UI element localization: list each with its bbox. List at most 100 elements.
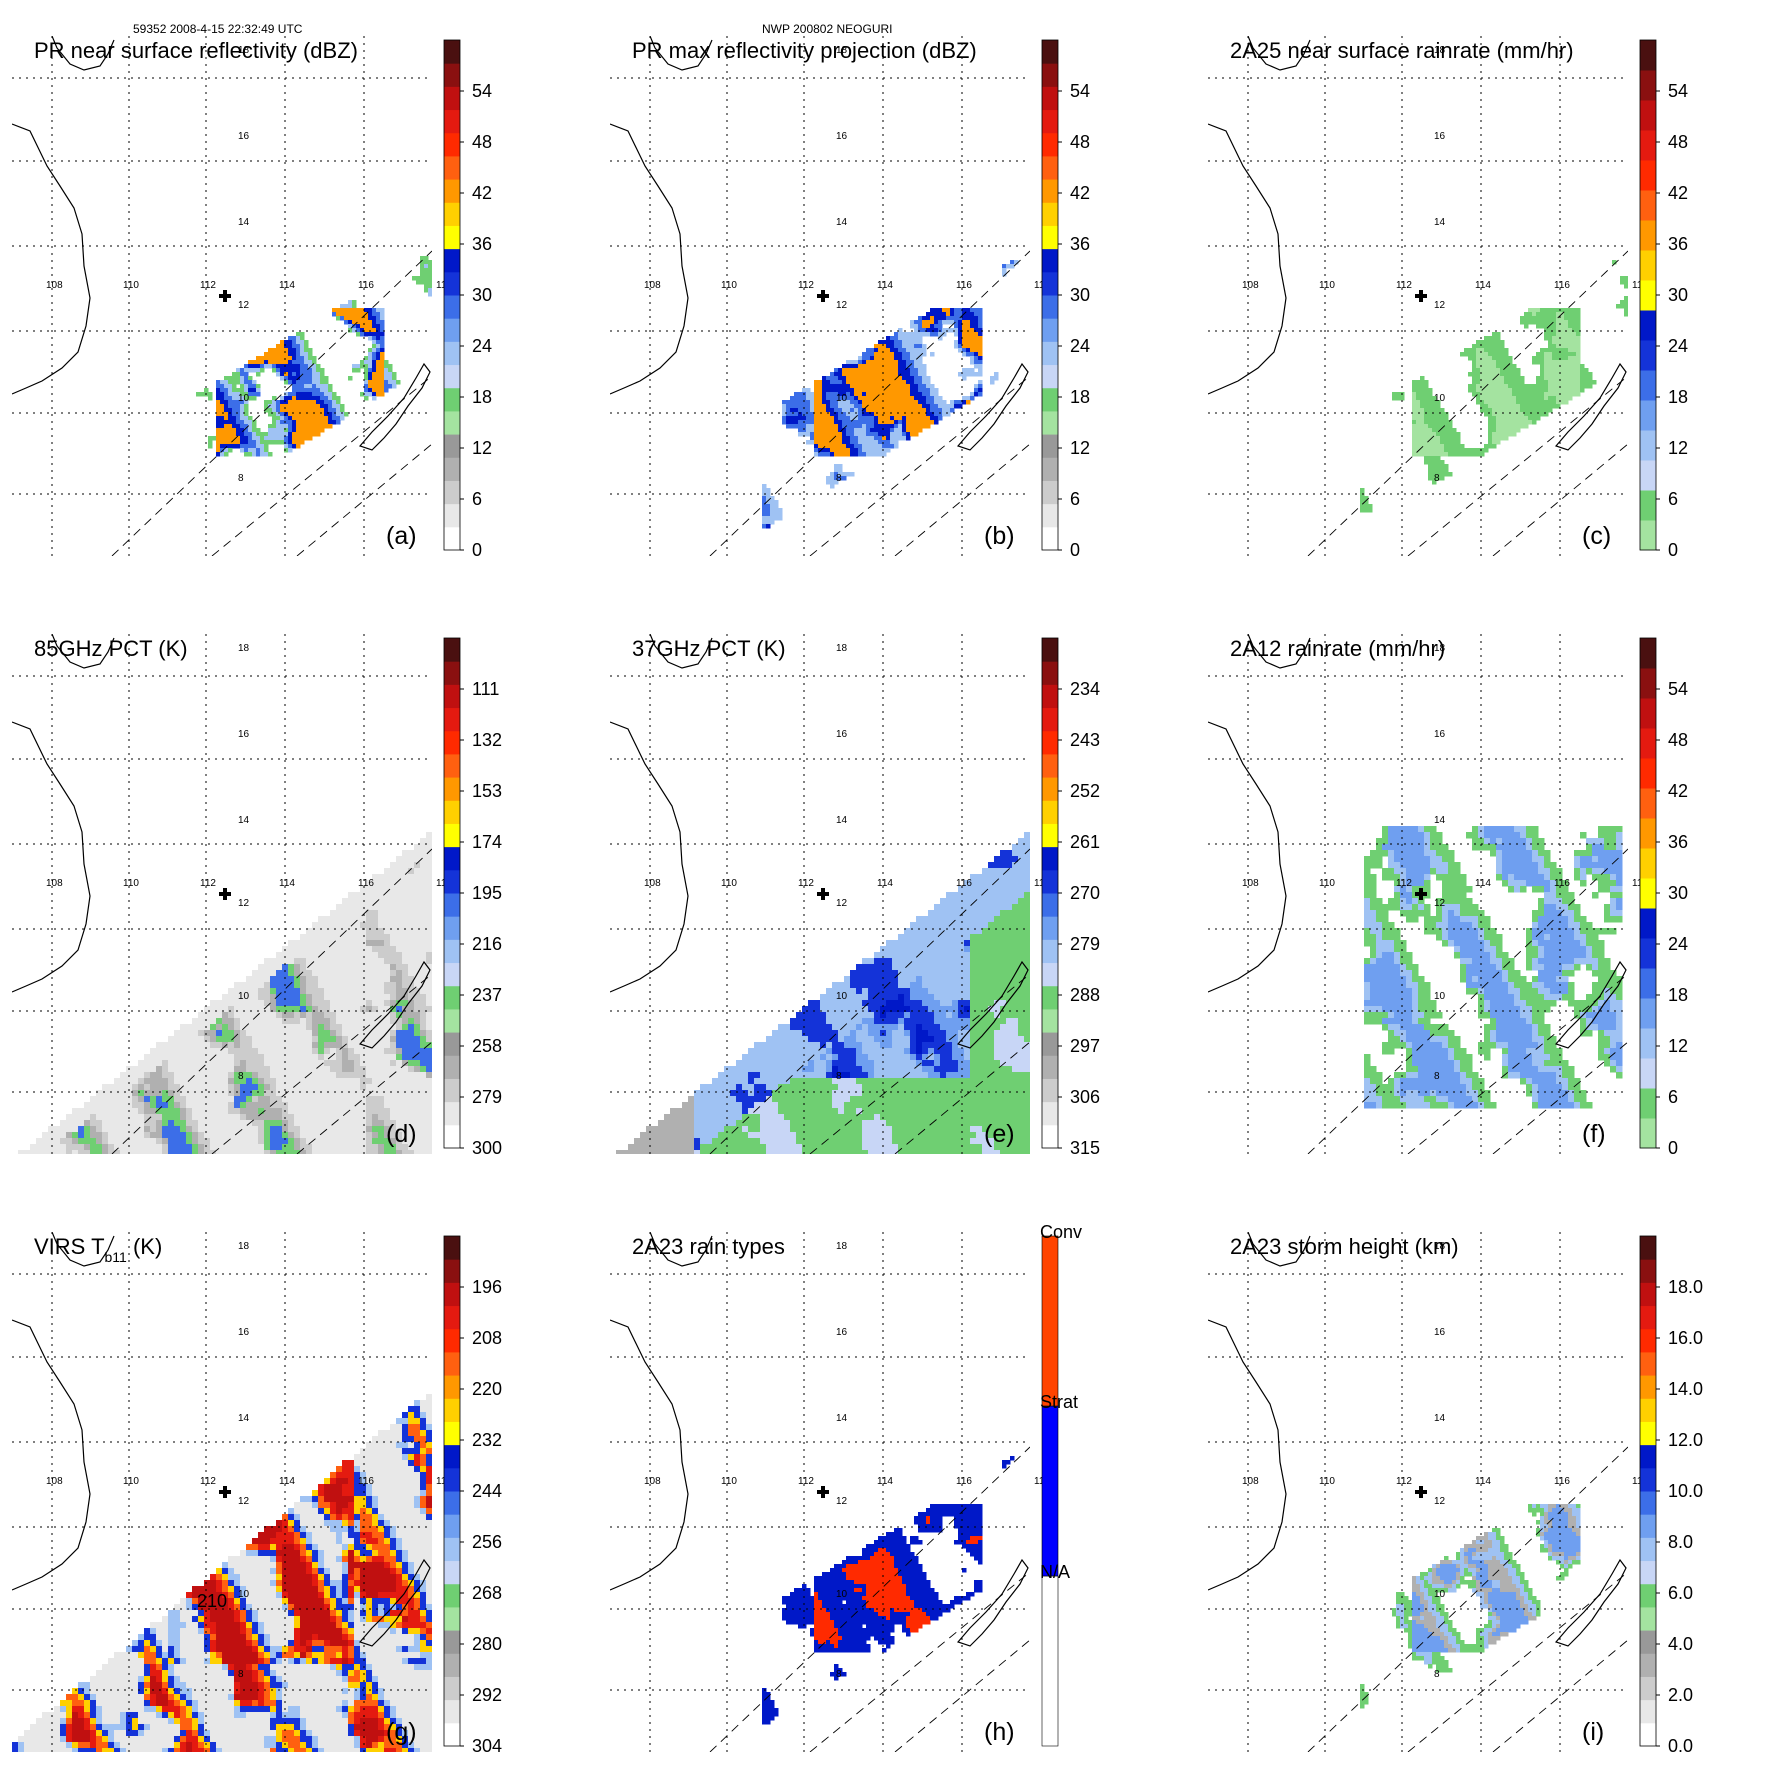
colorbar-tick-label: 18 bbox=[1070, 387, 1090, 407]
colorbar-tick-label: 54 bbox=[1668, 81, 1688, 101]
lat-tick-label: 12 bbox=[238, 898, 250, 909]
colorbar-segment bbox=[444, 155, 460, 180]
colorbar-segment bbox=[1640, 968, 1656, 999]
coastline-island bbox=[1554, 362, 1627, 451]
colorbar-tick-label: 30 bbox=[1668, 285, 1688, 305]
panel-title: 2A23 rain types bbox=[632, 1234, 785, 1259]
colorbar-segment bbox=[1640, 1058, 1656, 1089]
colorbar-segment bbox=[1640, 430, 1656, 461]
map-area bbox=[12, 1232, 432, 1752]
colorbar-segment bbox=[444, 1537, 460, 1562]
panel-title: PR near surface reflectivity (dBZ) bbox=[34, 38, 358, 63]
colorbar-segment bbox=[444, 1514, 460, 1538]
lon-tick-label: 112 bbox=[798, 1476, 814, 1487]
swath-line bbox=[809, 973, 1030, 1154]
colorbar-tick-label: 195 bbox=[472, 883, 502, 903]
coastline-north bbox=[649, 1232, 713, 1267]
colorbar-segment bbox=[1640, 1421, 1656, 1446]
colorbar-tick-label: 6 bbox=[1668, 1087, 1678, 1107]
colorbar-segment bbox=[1042, 893, 1058, 917]
lat-tick-label: 8 bbox=[238, 473, 244, 484]
swath-line bbox=[709, 848, 1030, 1154]
lat-tick-label: 14 bbox=[238, 1413, 250, 1424]
colorbar-tick-label: 279 bbox=[1070, 934, 1100, 954]
colorbar-segment bbox=[1042, 341, 1058, 366]
map-area bbox=[610, 1232, 1030, 1752]
colorbar-segment bbox=[1640, 1328, 1656, 1353]
colorbar-segment bbox=[1042, 480, 1058, 505]
lon-tick-label: 108 bbox=[1242, 878, 1259, 889]
storm-center-marker bbox=[817, 888, 829, 900]
colorbar-segment bbox=[444, 248, 460, 273]
colorbar-tick-label: 36 bbox=[1668, 832, 1688, 852]
colorbar-tick-label: 36 bbox=[472, 234, 492, 254]
colorbar-segment bbox=[1640, 1282, 1656, 1307]
colorbar-tick-label: 42 bbox=[1668, 183, 1688, 203]
coastline-island bbox=[358, 1558, 431, 1647]
colorbar-segment bbox=[1042, 753, 1058, 778]
colorbar-segment bbox=[1640, 1467, 1656, 1492]
lat-tick-label: 8 bbox=[1434, 1669, 1440, 1680]
lon-tick-label: 116 bbox=[358, 280, 374, 291]
lat-tick-label: 10 bbox=[836, 1589, 848, 1600]
colorbar-segment bbox=[1640, 1537, 1656, 1562]
lat-tick-label: 16 bbox=[836, 1327, 848, 1338]
colorbar-tick-label: 4.0 bbox=[1668, 1634, 1693, 1654]
lon-tick-label: 112 bbox=[200, 1476, 216, 1487]
colorbar-segment bbox=[1042, 869, 1058, 894]
lon-tick-label: 108 bbox=[644, 280, 661, 291]
colorbar-segment bbox=[444, 480, 460, 505]
colorbar-segment bbox=[1640, 1560, 1656, 1585]
colorbar-segment bbox=[444, 1583, 460, 1608]
colorbar-segment bbox=[1640, 250, 1656, 281]
colorbar-tick-label: 12 bbox=[1668, 438, 1688, 458]
lat-tick-label: 14 bbox=[1434, 1413, 1446, 1424]
colorbar-segment bbox=[1042, 318, 1058, 342]
orbit-header: 59352 2008-4-15 22:32:49 UTC bbox=[133, 22, 303, 36]
colorbar-segment bbox=[444, 1560, 460, 1585]
colorbar-segment bbox=[444, 939, 460, 964]
colorbar-segment bbox=[1640, 878, 1656, 909]
storm-header: NWP 200802 NEOGURI bbox=[762, 22, 893, 36]
lat-tick-label: 10 bbox=[836, 393, 848, 404]
lon-tick-label: 114 bbox=[279, 878, 295, 889]
lon-tick-label: 110 bbox=[123, 1476, 139, 1487]
lon-tick-label: 110 bbox=[123, 280, 139, 291]
colorbar: 0 6 12 18 24 30 36 42 48 54 bbox=[1639, 637, 1688, 1158]
colorbar-segment bbox=[1042, 179, 1058, 203]
colorbar-tick-label: 12 bbox=[472, 438, 492, 458]
colorbar-tick-label: 237 bbox=[472, 985, 502, 1005]
panel-title: 2A23 storm height (km) bbox=[1230, 1234, 1459, 1259]
colorbar-tick-label: 306 bbox=[1070, 1087, 1100, 1107]
colorbar-segment bbox=[1042, 434, 1058, 458]
lon-tick-label: 112 bbox=[1396, 280, 1412, 291]
lat-tick-label: 10 bbox=[1434, 991, 1446, 1002]
lon-tick-label: 112 bbox=[1396, 1476, 1412, 1487]
colorbar-segment bbox=[1042, 846, 1058, 871]
colorbar-tick-label: 36 bbox=[1668, 234, 1688, 254]
lon-tick-label: 114 bbox=[1475, 878, 1491, 889]
lon-tick-label: 114 bbox=[279, 280, 295, 291]
colorbar-tick-label: 16.0 bbox=[1668, 1328, 1703, 1348]
colorbar-segment bbox=[444, 410, 460, 435]
colorbar-tick-label: 54 bbox=[1070, 81, 1090, 101]
map-area bbox=[1208, 634, 1628, 1154]
colorbar-tick-label: 12 bbox=[1668, 1036, 1688, 1056]
colorbar-segment bbox=[1042, 1124, 1058, 1149]
swath-line bbox=[1307, 1446, 1628, 1752]
lat-tick-label: 8 bbox=[836, 1071, 842, 1082]
lat-tick-label: 10 bbox=[238, 991, 250, 1002]
lon-tick-label: 110 bbox=[123, 878, 139, 889]
colorbar: 300 279 258 237 216 195 174 153 132 111 bbox=[443, 637, 502, 1158]
colorbar-segment bbox=[1042, 387, 1058, 412]
lat-tick-label: 8 bbox=[836, 473, 842, 484]
colorbar-tick-label: 6 bbox=[1070, 489, 1080, 509]
map-area bbox=[610, 36, 1030, 556]
colorbar-tick-label: 18 bbox=[1668, 985, 1688, 1005]
colorbar-segment bbox=[1042, 916, 1058, 940]
colorbar-segment bbox=[1042, 86, 1058, 111]
colorbar-tick-label: 261 bbox=[1070, 832, 1100, 852]
lon-tick-label: 116 bbox=[956, 280, 972, 291]
